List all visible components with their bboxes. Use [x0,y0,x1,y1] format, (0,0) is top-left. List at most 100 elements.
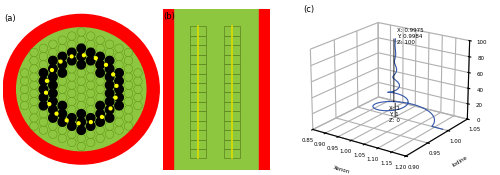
Circle shape [39,101,48,110]
Circle shape [30,122,38,130]
Bar [190,92,206,102]
Circle shape [86,56,95,65]
Circle shape [59,60,62,63]
Circle shape [115,93,124,102]
Circle shape [68,89,76,98]
Circle shape [86,89,95,98]
Circle shape [96,101,104,110]
Circle shape [48,89,57,98]
Circle shape [48,122,57,130]
Bar [190,121,206,130]
Circle shape [30,73,38,81]
Bar [224,45,240,55]
Circle shape [96,101,104,110]
Circle shape [48,81,57,89]
Circle shape [106,122,114,130]
Circle shape [77,28,86,36]
Circle shape [114,96,117,99]
Circle shape [58,69,66,77]
Circle shape [58,126,66,134]
Circle shape [58,110,66,118]
Circle shape [68,106,76,114]
Circle shape [48,56,57,65]
Circle shape [96,44,104,52]
Circle shape [39,93,48,102]
Circle shape [48,106,57,114]
Bar [190,74,206,83]
Bar [224,102,240,111]
Circle shape [48,56,57,65]
Circle shape [77,126,86,134]
Circle shape [39,69,48,77]
Circle shape [68,48,76,57]
Bar [190,83,206,92]
Bar [190,64,206,74]
Y-axis label: Iodine: Iodine [452,154,468,167]
Bar [190,36,206,45]
Circle shape [46,79,48,82]
Circle shape [30,89,38,98]
Circle shape [77,110,86,118]
Circle shape [96,118,104,126]
Circle shape [48,103,50,106]
Circle shape [82,54,86,57]
Circle shape [124,48,133,57]
Circle shape [115,93,124,102]
Circle shape [109,107,112,110]
Circle shape [20,93,29,102]
Circle shape [115,85,124,93]
Circle shape [77,69,86,77]
Circle shape [39,69,48,77]
Circle shape [106,97,114,106]
Circle shape [48,48,57,57]
Circle shape [58,118,66,126]
Circle shape [20,69,29,77]
Circle shape [86,32,95,40]
Circle shape [68,65,76,73]
Circle shape [39,85,48,93]
Circle shape [115,44,124,52]
Circle shape [68,56,76,65]
Circle shape [30,65,38,73]
Circle shape [115,60,124,69]
Circle shape [58,134,66,143]
Circle shape [39,77,48,85]
Circle shape [100,116,103,118]
Circle shape [106,65,114,73]
Circle shape [96,77,104,85]
Text: (b): (b) [164,12,175,21]
Circle shape [134,77,142,85]
Circle shape [48,97,57,106]
Circle shape [58,118,66,126]
Circle shape [124,73,133,81]
Circle shape [115,69,124,77]
Circle shape [68,97,76,106]
Circle shape [86,138,95,147]
Circle shape [106,73,114,81]
Circle shape [66,119,68,122]
Circle shape [58,69,66,77]
Circle shape [77,122,80,125]
Ellipse shape [16,28,146,151]
Circle shape [106,48,114,57]
Circle shape [115,69,124,77]
Circle shape [86,65,95,73]
Circle shape [134,101,142,110]
Bar [224,111,240,121]
Circle shape [39,118,48,126]
Circle shape [106,81,114,89]
Circle shape [115,77,124,85]
Circle shape [96,118,104,126]
Circle shape [48,106,57,114]
Circle shape [106,89,114,98]
Circle shape [68,81,76,89]
Text: (a): (a) [4,14,16,23]
Circle shape [77,52,86,61]
Circle shape [96,60,104,69]
Bar [224,83,240,92]
Circle shape [124,114,133,122]
Circle shape [106,130,114,139]
Circle shape [48,114,57,122]
Circle shape [48,81,57,89]
Circle shape [106,40,114,48]
